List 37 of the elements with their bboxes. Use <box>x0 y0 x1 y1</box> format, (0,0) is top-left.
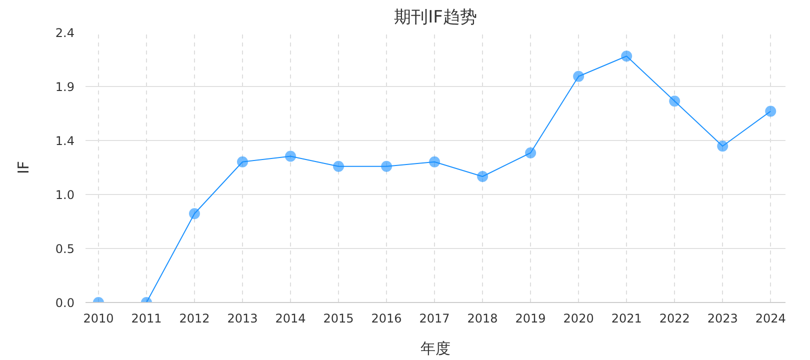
chart-title: 期刊IF趋势 <box>394 8 477 28</box>
x-tick-label: 2017 <box>419 312 450 326</box>
x-tick-label: 2019 <box>515 312 546 326</box>
y-tick-label: 0.0 <box>55 296 75 310</box>
point <box>188 208 200 220</box>
y-tick-label: 2.4 <box>55 26 75 40</box>
point <box>333 160 344 172</box>
x-tick-label: 2024 <box>755 312 786 326</box>
point <box>525 147 536 158</box>
point <box>669 96 680 107</box>
y-tick-label: 1.4 <box>55 134 75 148</box>
x-tick-label: 2021 <box>611 312 642 326</box>
point <box>285 150 296 162</box>
y-tick-label: 0.5 <box>55 242 75 256</box>
x-tick-label: 2012 <box>179 312 210 326</box>
x-tick-label: 2018 <box>467 312 498 326</box>
y-tick-label: 1.9 <box>55 80 75 94</box>
x-tick-label: 2022 <box>659 312 690 326</box>
x-tick-label: 2014 <box>275 312 306 326</box>
point <box>236 156 248 168</box>
x-tick-label: 2013 <box>227 312 258 326</box>
y-axis-title: IF <box>14 160 32 174</box>
point <box>621 50 632 62</box>
x-tick-label: 2016 <box>371 312 402 326</box>
x-axis-title: 年度 <box>420 340 450 358</box>
point <box>477 171 488 182</box>
x-tick-label: 2023 <box>707 312 738 326</box>
point <box>429 156 440 168</box>
point <box>573 70 584 82</box>
x-tick-label: 2010 <box>83 312 114 326</box>
point <box>381 160 392 172</box>
point <box>765 106 776 117</box>
point <box>717 140 728 152</box>
x-tick-label: 2020 <box>563 312 594 326</box>
x-tick-label: 2011 <box>131 312 162 326</box>
x-tick-label: 2015 <box>323 312 354 326</box>
y-tick-label: 1.0 <box>55 188 75 202</box>
